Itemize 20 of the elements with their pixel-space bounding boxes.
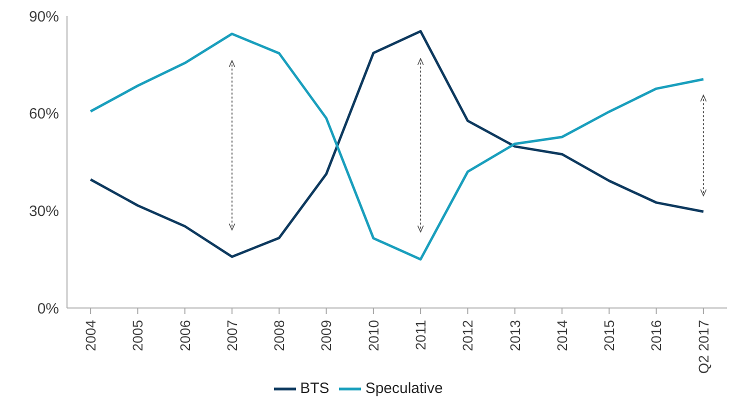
x-tick-label: 2004 — [82, 320, 99, 352]
x-tick-label: 2008 — [271, 320, 288, 352]
y-tick-label: 90% — [28, 8, 59, 26]
x-tick-label: 2011 — [412, 320, 429, 350]
legend-label: Speculative — [365, 380, 443, 397]
x-tick-label: 2007 — [224, 320, 240, 352]
x-tick-label: 2006 — [176, 320, 193, 352]
y-tick-label: 60% — [28, 106, 59, 123]
x-tick-label: 2005 — [130, 320, 146, 352]
x-tick-label: 2016 — [648, 320, 664, 352]
y-tick-label: 0% — [37, 300, 59, 318]
x-tick-label: Q2 2017 — [695, 320, 712, 374]
y-tick-label: 30% — [28, 202, 59, 220]
x-tick-label: 2014 — [554, 320, 570, 352]
legend-label: BTS — [300, 380, 330, 397]
x-tick-label: 2012 — [460, 320, 476, 352]
x-tick-label: 2010 — [365, 320, 382, 352]
x-tick-label: 2015 — [601, 320, 618, 352]
x-tick-label: 2009 — [318, 320, 334, 352]
x-tick-label: 2013 — [506, 320, 523, 352]
